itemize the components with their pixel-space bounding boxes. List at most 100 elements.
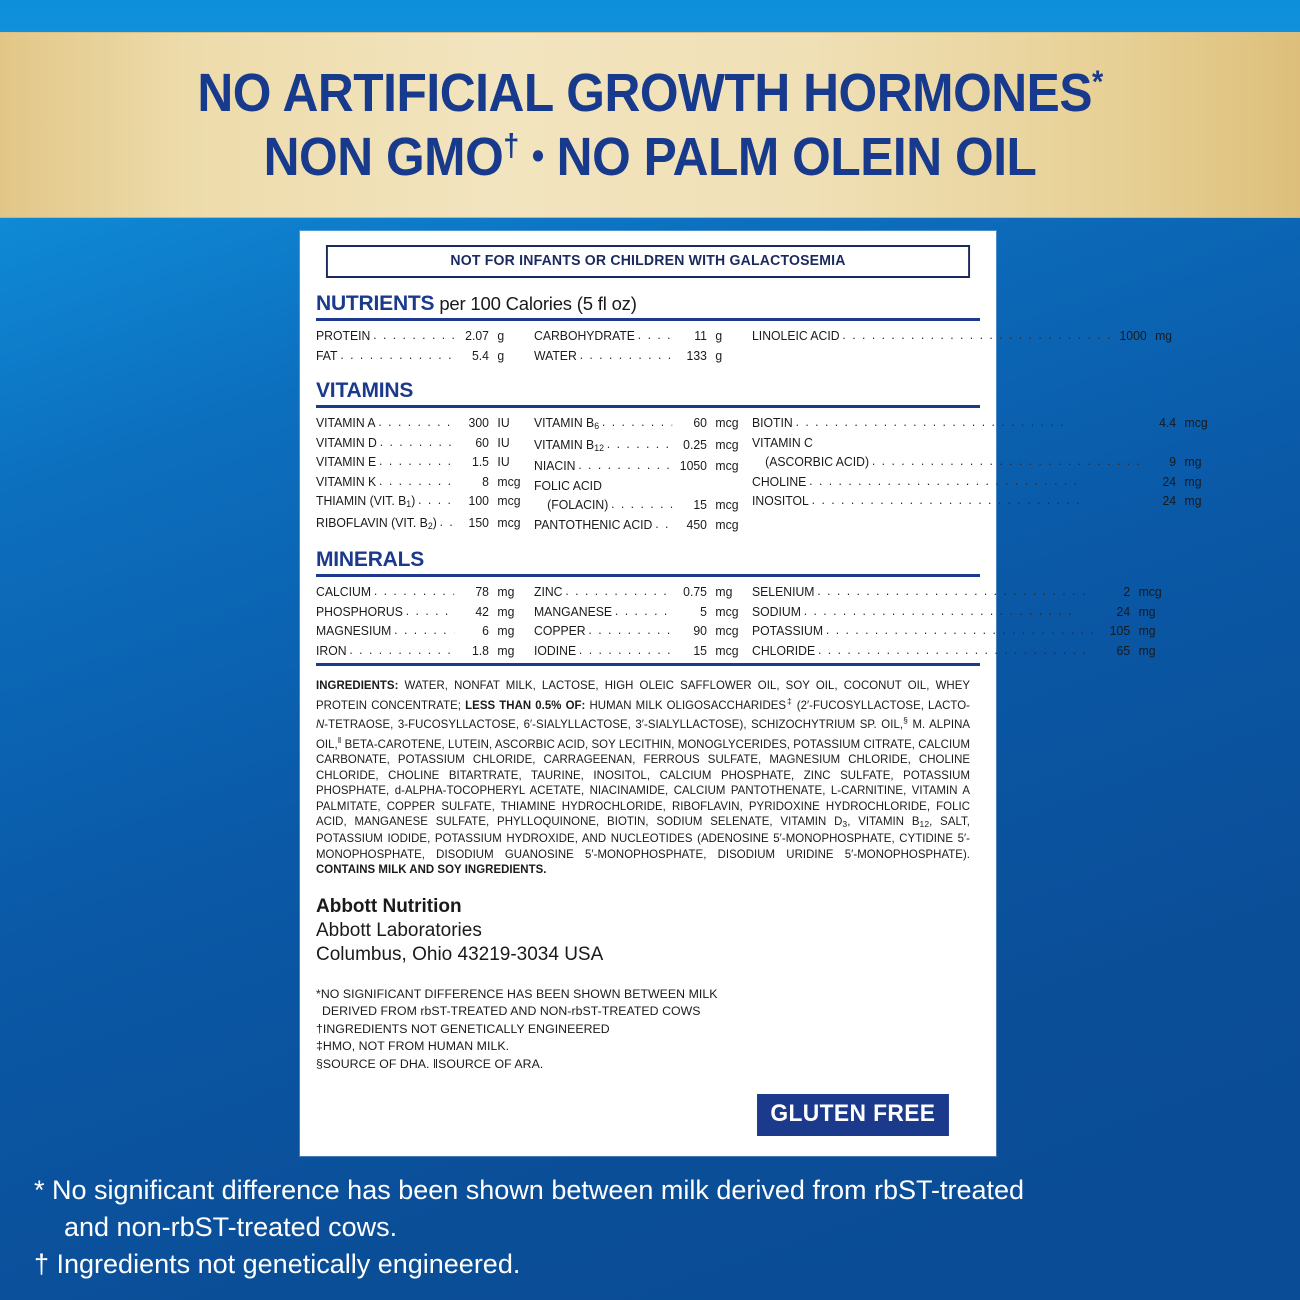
nutrient-unit: mcg: [497, 493, 521, 508]
nutrient-value: 1.8: [471, 642, 489, 658]
nutrient-unit: mcg: [715, 623, 739, 638]
leader-dots: . . . . . . . . . . . . . . . . . . . . …: [373, 583, 454, 598]
leader-dots: . . . . . . . . . . . . . . . . . . . . …: [606, 435, 672, 451]
nutrient-unit: g: [497, 328, 505, 343]
nutrient-row: VITAMIN K. . . . . . . . . . . . . . . .…: [316, 472, 521, 492]
leader-dots: . . . . . . . . . . . . . . . . . . . . …: [817, 583, 1087, 598]
banner-line-2: NON GMO† • NO PALM OLEIN OIL: [264, 130, 1037, 184]
nutrient-value: 4.4: [1159, 415, 1177, 430]
page-footnote-1-continued: and non-rbST-treated cows.: [64, 1212, 398, 1242]
leader-dots: . . . . . . . . . . . . . . . . . . . . …: [578, 641, 673, 657]
nutrient-name: FAT: [316, 347, 338, 363]
nutrient-name: MANGANESE: [534, 603, 613, 619]
nutrient-value: 150: [468, 514, 489, 530]
leader-dots: . . . . . . . . . . . . . . . . . . . . …: [378, 414, 454, 429]
nutrient-name: VITAMIN B6: [534, 415, 600, 431]
nutrient-unit: mg: [497, 603, 515, 619]
nutrient-name: SELENIUM: [752, 584, 815, 599]
nutrient-unit: mcg: [715, 436, 739, 452]
nutrient-unit: mcg: [715, 497, 739, 512]
nutrient-unit: mcg: [715, 516, 739, 532]
nutrient-unit: mcg: [497, 473, 521, 489]
nutrient-row: CARBOHYDRATE. . . . . . . . . . . . . . …: [534, 326, 739, 346]
nutrient-value: 9: [1169, 454, 1177, 469]
nutrient-row: VITAMIN B6. . . . . . . . . . . . . . . …: [534, 413, 739, 435]
nutrient-row: MAGNESIUM. . . . . . . . . . . . . . . .…: [316, 621, 521, 641]
nutrient-value: 133: [686, 347, 707, 363]
section-rule-top: [316, 405, 980, 408]
nutrient-unit: mcg: [497, 514, 521, 530]
nutrient-unit: mcg: [715, 642, 739, 658]
nutrient-row: BIOTIN. . . . . . . . . . . . . . . . . …: [752, 413, 1208, 433]
nutrient-name: VITAMIN A: [316, 415, 376, 430]
nutrient-value: 0.25: [683, 436, 707, 452]
nutrient-row: (ASCORBIC ACID). . . . . . . . . . . . .…: [752, 452, 1208, 472]
nutrient-row: CALCIUM. . . . . . . . . . . . . . . . .…: [316, 582, 521, 602]
nutrient-unit: mg: [715, 584, 733, 599]
nutrient-name: LINOLEIC ACID: [752, 328, 840, 343]
nutrient-row: VITAMIN A. . . . . . . . . . . . . . . .…: [316, 413, 521, 433]
nutrient-unit: mcg: [1138, 584, 1162, 599]
nutrient-value: 65: [1116, 642, 1131, 658]
label-footnote-line: ‡HMO, NOT FROM HUMAN MILK.: [316, 1039, 510, 1054]
nutrient-unit: mcg: [1184, 415, 1208, 430]
leader-dots: . . . . . . . . . . . . . . . . . . . . …: [373, 327, 454, 342]
nutrient-row: PANTOTHENIC ACID. . . . . . . . . . . . …: [534, 515, 739, 535]
nutrient-row: THIAMIN (VIT. B1). . . . . . . . . . . .…: [316, 491, 521, 513]
nutrition-label-card: NOT FOR INFANTS OR CHILDREN WITH GALACTO…: [300, 231, 1208, 1156]
nutrient-row: CHLORIDE. . . . . . . . . . . . . . . . …: [752, 641, 1162, 661]
nutrient-row: CHOLINE. . . . . . . . . . . . . . . . .…: [752, 472, 1208, 492]
leader-dots: . . . . . . . . . . . . . . . . . . . . …: [565, 583, 672, 598]
leader-dots: . . . . . . . . . . . . . . . . . . . . …: [803, 602, 1074, 618]
nutrient-name: PANTOTHENIC ACID: [534, 516, 653, 532]
nutrient-row: PROTEIN. . . . . . . . . . . . . . . . .…: [316, 326, 521, 346]
leader-dots: . . . . . . . . . . . . . . . . . . . . …: [637, 327, 673, 342]
nutrient-row: COPPER. . . . . . . . . . . . . . . . . …: [534, 621, 739, 641]
nutrient-row: RIBOFLAVIN (VIT. B2). . . . . . . . . . …: [316, 513, 521, 535]
nutrient-value: 2.07: [465, 328, 489, 343]
nutrient-value: 5: [700, 603, 707, 619]
nutrient-name: BIOTIN: [752, 415, 793, 430]
nutrient-row: WATER. . . . . . . . . . . . . . . . . .…: [534, 346, 739, 366]
section-rule-bottom: [316, 663, 980, 666]
nutrient-column: SELENIUM. . . . . . . . . . . . . . . . …: [752, 582, 1188, 660]
banner-line-2-gmo-text: NON GMO: [263, 127, 504, 187]
nutrient-column: VITAMIN A. . . . . . . . . . . . . . . .…: [316, 413, 534, 534]
section-rule-top: [316, 574, 980, 577]
nutrient-row: ZINC. . . . . . . . . . . . . . . . . . …: [534, 582, 739, 602]
nutrient-row: IODINE. . . . . . . . . . . . . . . . . …: [534, 641, 739, 661]
nutrient-value: 24: [1162, 473, 1177, 489]
section-title-text: NUTRIENTS: [316, 292, 435, 315]
nutrient-unit: mg: [1138, 603, 1156, 619]
company-address: Columbus, Ohio 43219-3034 USA: [316, 943, 604, 965]
nutrient-row: POTASSIUM. . . . . . . . . . . . . . . .…: [752, 621, 1162, 641]
nutrient-unit: mcg: [715, 458, 739, 473]
nutrient-column: BIOTIN. . . . . . . . . . . . . . . . . …: [752, 413, 1237, 534]
leader-dots: . . . . . . . . . . . . . . . . . . . . …: [817, 641, 1088, 657]
nutrient-unit: mg: [497, 623, 515, 638]
nutrient-value: 42: [475, 603, 489, 619]
gluten-free-badge: GLUTEN FREE: [757, 1094, 949, 1136]
nutrient-name: PHOSPHORUS: [316, 603, 403, 619]
nutrient-value: 2: [1123, 584, 1131, 599]
leader-dots: . . . . . . . . . . . . . . . . . . . . …: [809, 472, 1079, 488]
nutrient-value: 100: [468, 493, 489, 508]
nutrient-value: 90: [693, 623, 707, 638]
nutrient-unit: mg: [1138, 623, 1156, 638]
company-block: Abbott Nutrition Abbott Laboratories Col…: [316, 895, 980, 967]
ingredients-paragraph: INGREDIENTS: WATER, NONFAT MILK, LACTOSE…: [316, 679, 971, 877]
nutrient-unit: mg: [1155, 328, 1173, 343]
nutrient-name: VITAMIN D: [316, 434, 377, 450]
leader-dots: . . . . . . . . . . . . . . . . . . . . …: [842, 327, 1112, 342]
banner-line-2-footnote-mark: †: [503, 128, 519, 163]
section-title-minerals: MINERALS: [316, 548, 980, 572]
nutrient-value: 8: [482, 473, 489, 489]
nutrient-row: NIACIN. . . . . . . . . . . . . . . . . …: [534, 456, 739, 476]
nutrient-unit: mg: [1184, 454, 1202, 469]
page-footnotes: * No significant difference has been sho…: [34, 1172, 1264, 1283]
company-division: Abbott Laboratories: [316, 919, 482, 941]
leader-dots: . . . . . . . . . . . . . . . . . . . . …: [588, 622, 672, 637]
leader-dots: . . . . . . . . . . . . . . . . . . . . …: [795, 414, 1066, 429]
nutrient-column: LINOLEIC ACID. . . . . . . . . . . . . .…: [752, 326, 1206, 365]
galactosemia-warning-box: NOT FOR INFANTS OR CHILDREN WITH GALACTO…: [325, 245, 971, 278]
